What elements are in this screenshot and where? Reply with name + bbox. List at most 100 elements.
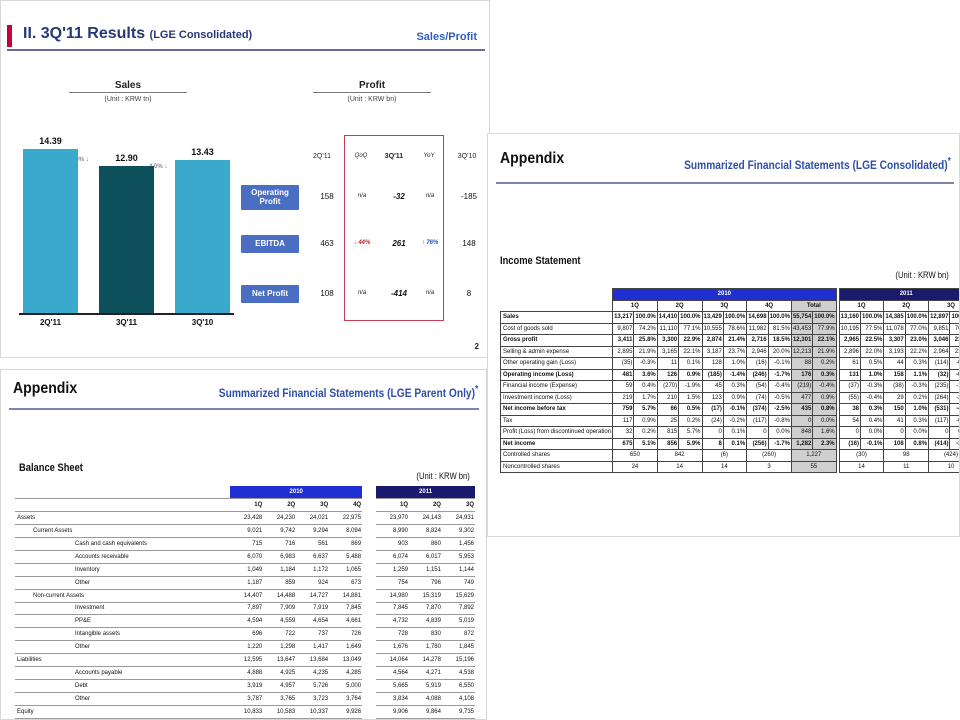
- value-cell: 1.0%: [860, 368, 885, 381]
- sales-bar: [23, 149, 78, 313]
- value-cell: 737: [296, 627, 330, 642]
- balance-row: PP&E 4,594 4,559 4,654 4,661 4,732 4,839 5,019: [15, 614, 475, 629]
- value-cell: (117): [746, 414, 769, 427]
- slide-title-sub: (LGE Consolidated): [149, 29, 253, 41]
- row-label: Net income before tax: [499, 403, 614, 416]
- value-cell: (256): [746, 437, 769, 450]
- quarter-header: 1Q: [376, 498, 410, 513]
- value-cell: 0: [790, 414, 814, 427]
- value-cell: 23.7%: [722, 345, 748, 358]
- value-cell: 3,723: [296, 692, 330, 706]
- value-cell: 1,298: [263, 640, 297, 655]
- value-cell: 1.0%: [722, 357, 748, 370]
- value-cell: 1,049: [230, 563, 264, 577]
- value-cell: 44: [883, 357, 906, 370]
- value-cell: 22.2%: [904, 345, 930, 358]
- value-cell: 14,278: [409, 653, 442, 667]
- ebitda-qoq: ↓ 44%: [342, 240, 382, 246]
- value-cell: 20.0%: [767, 345, 792, 358]
- op-2q11: 158: [320, 192, 334, 201]
- value-cell: 3,193: [883, 345, 906, 358]
- income-row: Profit (Loss) from discontinued operatio…: [499, 426, 959, 439]
- value-cell: 842: [656, 449, 703, 462]
- value-cell: 848: [790, 426, 814, 439]
- appendix-subtitle-parent-text: Summarized Financial Statements (LGE Par…: [218, 386, 475, 400]
- appendix-rule-parent: [9, 408, 479, 410]
- row-label: Other: [15, 576, 231, 590]
- gap-cell: [362, 563, 376, 576]
- value-cell: (6): [701, 449, 748, 462]
- income-row: Cost of goods sold 9,807 74.2% 11,110 77.1% 1…: [499, 322, 959, 335]
- value-cell: 88: [790, 357, 814, 370]
- row-label: Accounts payable: [15, 666, 231, 680]
- quarter-header-row: 1Q 2Q 3Q 4Q Total 1Q 2Q 3Q: [501, 299, 959, 312]
- value-cell: -1.7%: [767, 437, 792, 450]
- value-cell: 4,285: [329, 666, 363, 680]
- value-cell: 131: [838, 368, 862, 381]
- value-cell: 0.1%: [722, 437, 748, 450]
- value-cell: 9,851: [928, 322, 951, 335]
- income-statement-title: Income Statement: [500, 255, 581, 267]
- np-2q11: 108: [320, 289, 334, 298]
- value-cell: 859: [263, 576, 297, 590]
- value-cell: 9,021: [230, 524, 264, 539]
- value-cell: 0: [838, 426, 862, 439]
- value-cell: 4,888: [230, 666, 264, 680]
- op-yoy: n/a: [425, 193, 435, 199]
- appendix-rule: [496, 182, 954, 184]
- np-3q11: -414: [390, 289, 407, 298]
- value-cell: 77.0%: [904, 322, 930, 335]
- title-accent: [7, 25, 12, 47]
- value-cell: 100.0%: [722, 311, 748, 324]
- value-cell: 481: [612, 368, 635, 381]
- profit-col-yoy: YoY: [423, 153, 435, 159]
- value-cell: 8,094: [329, 524, 363, 539]
- balance-row: Debt 3,919 4,957 5,726 5,000 5,665 5,919 6,550: [15, 679, 475, 693]
- value-cell: 0.9%: [722, 391, 748, 404]
- income-row: Financial income (Expense) 59 0.4% (270) -1.…: [499, 380, 959, 393]
- value-cell: 9,735: [441, 705, 475, 719]
- year-2010: 2010: [612, 288, 837, 301]
- value-cell: 14,064: [376, 653, 410, 667]
- value-cell: 759: [612, 403, 635, 416]
- value-cell: 0: [746, 426, 769, 439]
- row-label: Intangible assets: [15, 627, 231, 642]
- income-statement-table: 2010 2011 1Q 2Q 3Q 4Q Total 1Q 2Q 3Q Sales 13,217 10…: [499, 288, 959, 473]
- value-cell: 7,845: [376, 602, 410, 616]
- value-cell: 0.3%: [860, 403, 885, 416]
- value-cell: 1,649: [329, 640, 363, 655]
- value-cell: 0.3%: [904, 357, 930, 370]
- value-cell: 0.2%: [678, 414, 703, 427]
- value-cell: 18.5%: [767, 334, 792, 347]
- value-cell: 108: [883, 437, 906, 450]
- value-cell: 3,300: [656, 334, 680, 347]
- value-cell: (24): [701, 414, 724, 427]
- value-cell: 0.2%: [633, 426, 658, 439]
- value-cell: 7,892: [441, 602, 475, 616]
- value-cell: 1,227: [790, 449, 837, 462]
- quarter-header: 4Q: [329, 498, 363, 513]
- quarter-header: 1Q: [612, 299, 658, 312]
- value-cell: 23,428: [230, 511, 264, 526]
- op-qoq: n/a: [357, 193, 367, 199]
- value-cell: 77.5%: [860, 322, 885, 335]
- value-cell: 0.5%: [678, 403, 703, 416]
- value-cell: 1.5%: [678, 391, 703, 404]
- blank-cell: [501, 289, 613, 301]
- value-cell: 29: [883, 391, 906, 404]
- year-2011: 2011: [376, 486, 475, 500]
- value-cell: 14: [838, 460, 885, 473]
- row-label: Inventory: [15, 563, 231, 577]
- balance-row: Equity 10,833 10,583 10,337 9,926 9,906 9,864 9…: [15, 705, 475, 719]
- row-label: Investment income (Loss): [499, 391, 614, 404]
- value-cell: 650: [612, 449, 658, 462]
- value-cell: 13,160: [838, 311, 862, 324]
- value-cell: 5.7%: [678, 426, 703, 439]
- value-cell: 13,647: [263, 653, 297, 667]
- value-cell: 673: [329, 576, 363, 590]
- gap-cell: [362, 692, 376, 705]
- value-cell: 54: [838, 414, 862, 427]
- value-cell: 9,926: [329, 705, 363, 719]
- value-cell: 2,716: [746, 334, 769, 347]
- balance-row: Other 1,187 859 924 673 754 796 749: [15, 576, 475, 590]
